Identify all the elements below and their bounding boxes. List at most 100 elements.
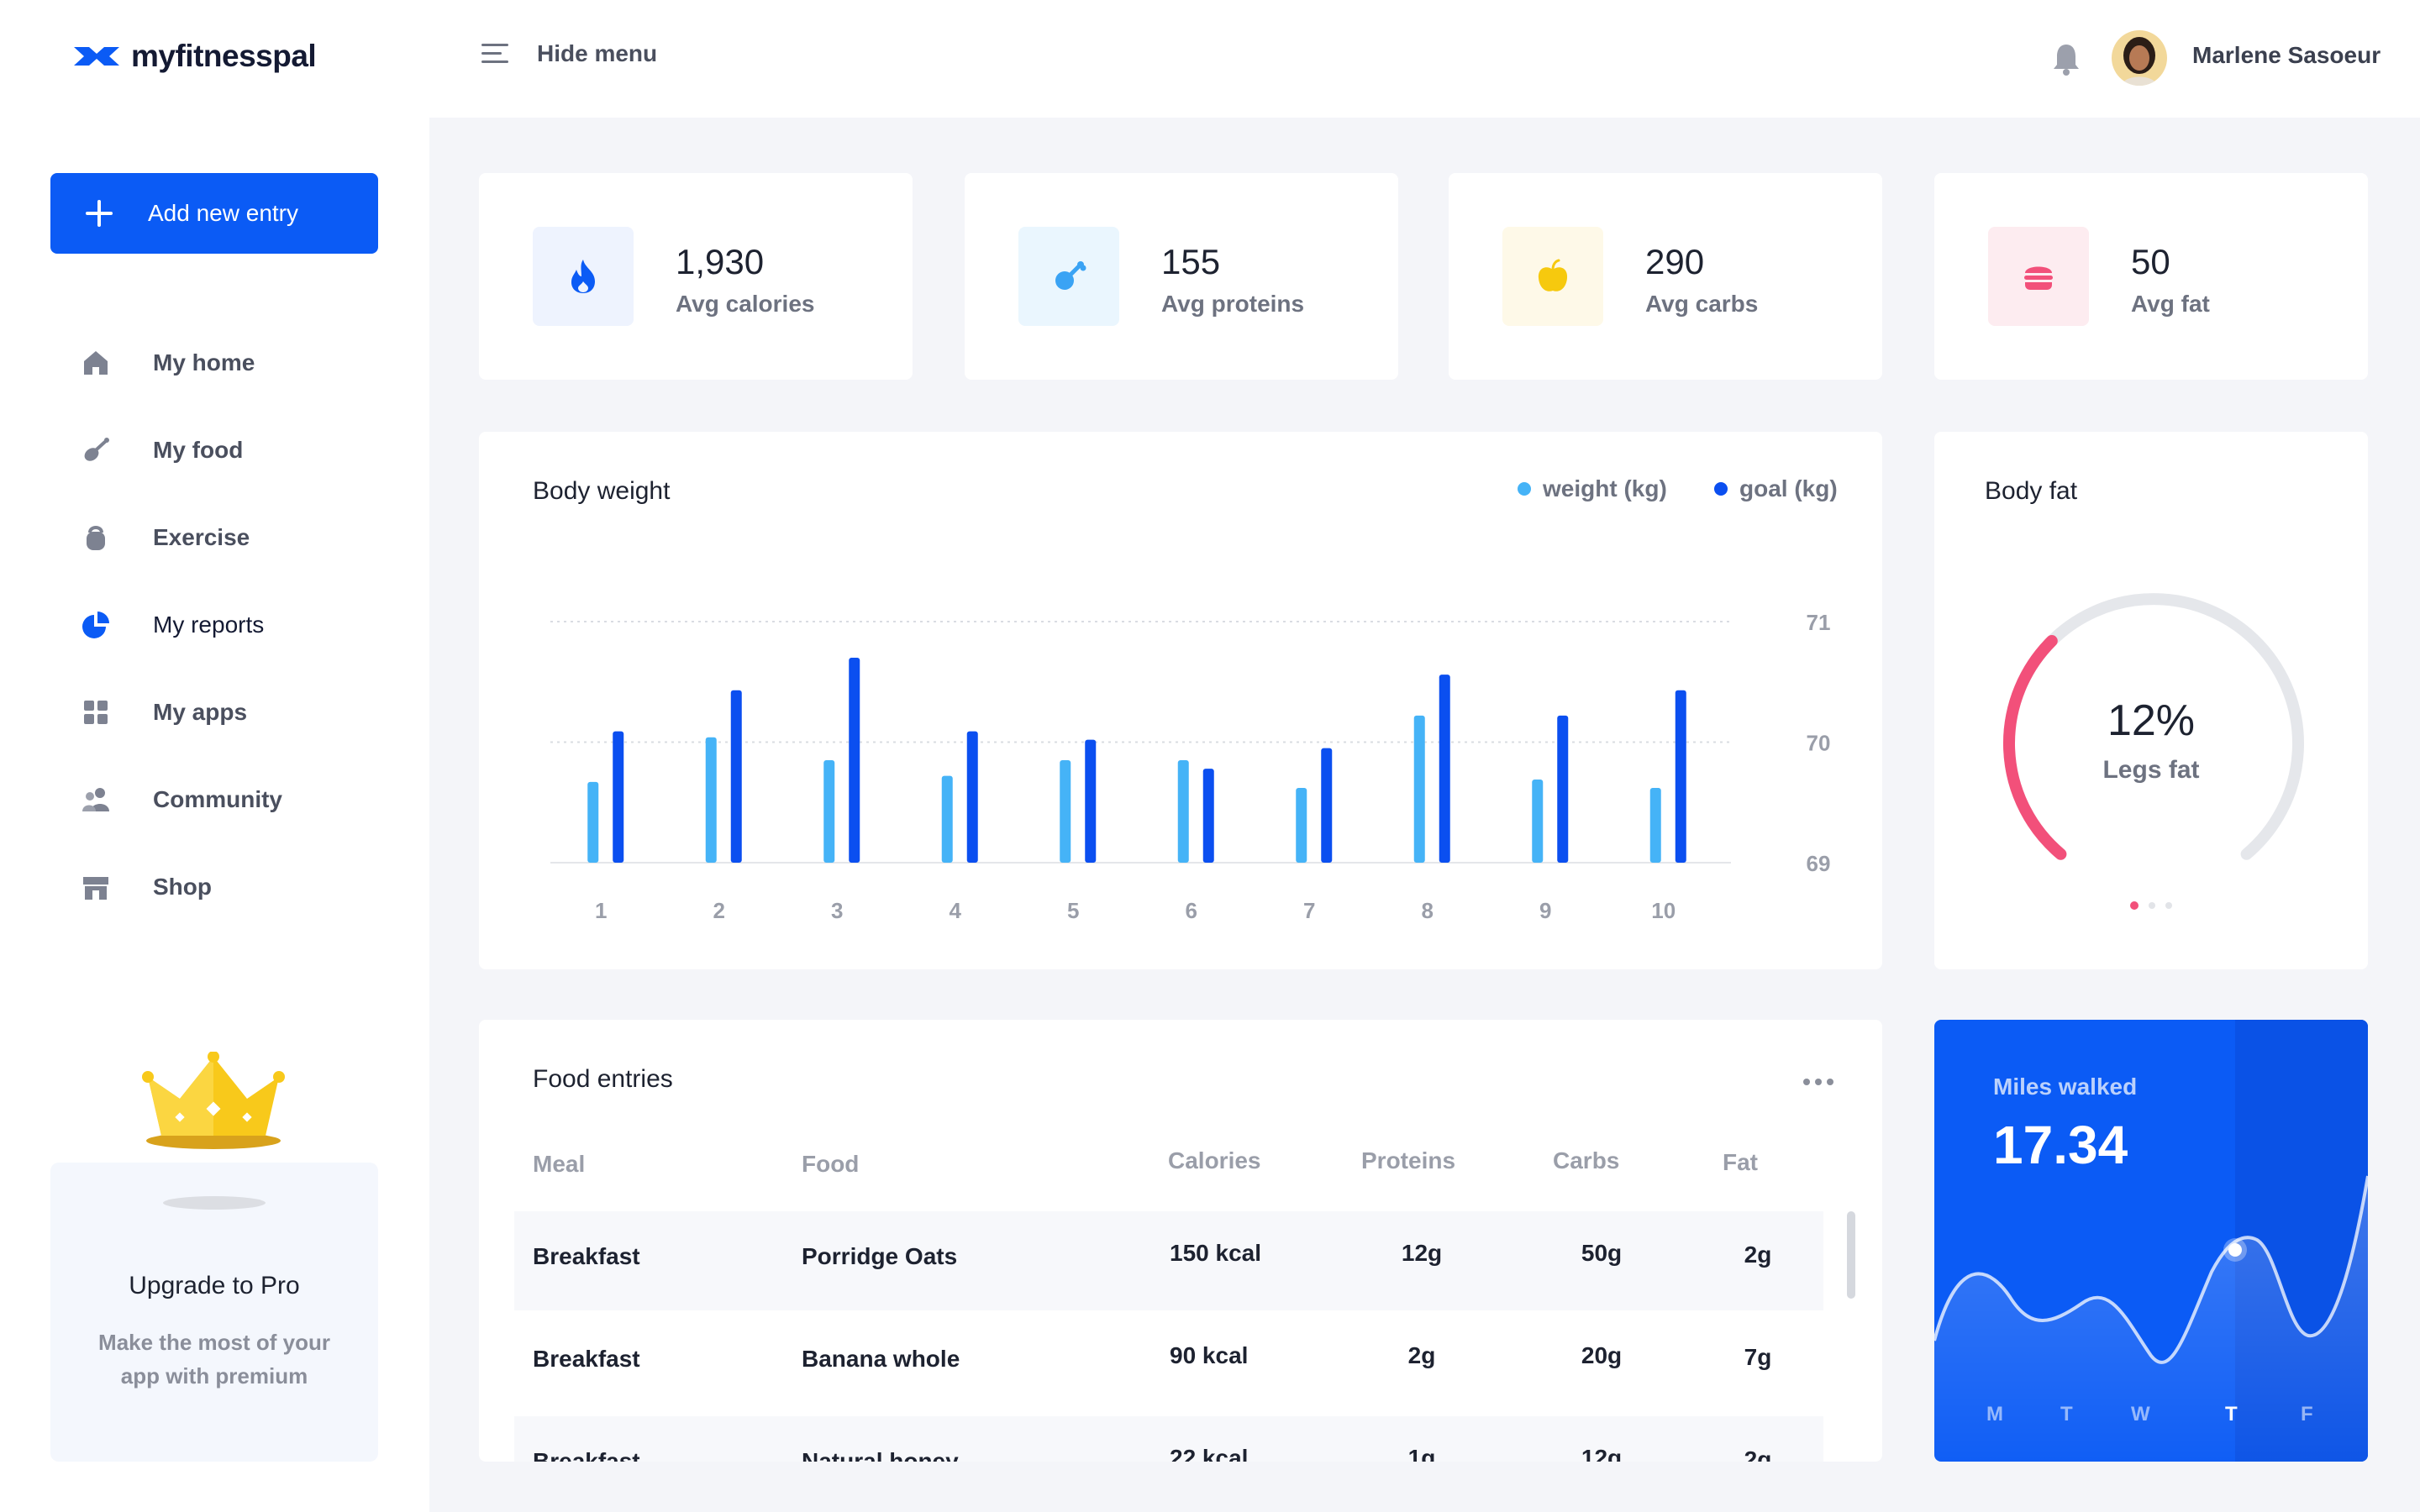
upgrade-title: Upgrade to Pro (129, 1272, 300, 1299)
stat-icon-box (1018, 227, 1119, 326)
bell-icon[interactable] (2051, 42, 2081, 76)
sidebar: myfitnesspal Add new entry My home My fo… (0, 0, 429, 1512)
stat-label: Avg fat (2131, 291, 2210, 317)
sidebar-item-exercise[interactable]: Exercise (79, 494, 398, 581)
legend-weight: weight (kg) (1518, 475, 1667, 502)
flame-icon (571, 260, 595, 293)
sidebar-item-my-home[interactable]: My home (79, 319, 398, 407)
sidebar-item-label: Exercise (153, 524, 250, 550)
column-header-food[interactable]: Food (802, 1151, 860, 1177)
table-row[interactable]: Breakfast Porridge Oats 150 kcal 12g 50g… (514, 1211, 1823, 1310)
more-options-icon[interactable] (1803, 1079, 1833, 1085)
miles-walked-value: 17.34 (1993, 1115, 2128, 1175)
day-label[interactable]: T (2060, 1403, 2073, 1425)
crown-shadow (163, 1196, 266, 1210)
cell-proteins: 2g (1407, 1342, 1436, 1368)
hide-menu-button[interactable]: Hide menu (481, 40, 657, 67)
stat-card-fat: 50 Avg fat (1934, 173, 2368, 380)
stat-value: 1,930 (676, 242, 765, 281)
cell-carbs: 20g (1581, 1342, 1623, 1368)
stat-icon-box (1502, 227, 1603, 326)
hide-menu-label: Hide menu (537, 40, 658, 66)
sidebar-item-label: My apps (153, 699, 248, 725)
stat-label: Avg calories (676, 291, 815, 317)
day-label[interactable]: M (1986, 1403, 2003, 1425)
legend-label-goal: goal (kg) (1739, 475, 1838, 501)
stat-label: Avg proteins (1161, 291, 1305, 317)
sidebar-item-label: My food (153, 437, 244, 463)
user-name[interactable]: Marlene Sasoeur (2192, 42, 2381, 68)
drumstick-icon (1055, 261, 1086, 290)
miles-walked-label: Miles walked (1993, 1074, 2138, 1100)
apple-icon (1538, 259, 1568, 291)
cell-fat: 7g (1744, 1344, 1772, 1370)
stat-label: Avg carbs (1645, 291, 1759, 317)
cell-food: Porridge Oats (802, 1243, 958, 1269)
stat-value: 50 (2131, 242, 2170, 281)
miles-walked-card: Miles walked 17.34 M T W T F (1934, 1020, 2368, 1462)
community-icon (82, 788, 109, 811)
cell-meal: Breakfast (533, 1243, 640, 1269)
cell-proteins: 1g (1407, 1445, 1436, 1462)
stat-card-carbs: 290 Avg carbs (1449, 173, 1882, 380)
avatar-image (2112, 30, 2167, 86)
sidebar-item-my-apps[interactable]: My apps (79, 669, 398, 756)
cell-food: Banana whole (802, 1346, 960, 1372)
column-header-calories[interactable]: Calories (1168, 1147, 1261, 1173)
sidebar-item-label: Shop (153, 874, 212, 900)
column-header-meal[interactable]: Meal (533, 1151, 586, 1177)
column-header-fat[interactable]: Fat (1723, 1149, 1758, 1175)
top-bar: Hide menu Marlene Sasoeur (429, 0, 2420, 118)
add-new-entry-button[interactable]: Add new entry (50, 173, 378, 254)
food-entries-title: Food entries (533, 1065, 673, 1093)
cell-proteins: 12g (1401, 1240, 1443, 1266)
column-header-proteins[interactable]: Proteins (1361, 1147, 1456, 1173)
app-name: myfitnesspal (131, 39, 317, 73)
avatar[interactable] (2112, 30, 2167, 86)
stat-icon-box (533, 227, 634, 326)
column-header-carbs[interactable]: Carbs (1553, 1147, 1620, 1173)
sidebar-item-my-food[interactable]: My food (79, 407, 398, 494)
cell-fat: 2g (1744, 1242, 1772, 1268)
app-logo[interactable]: myfitnesspal (72, 39, 317, 74)
sidebar-item-my-reports[interactable]: My reports (79, 581, 398, 669)
main-nav: My home My food Exercise My reports My a… (79, 319, 398, 931)
crown-icon (142, 1052, 285, 1149)
food-icon (84, 438, 109, 461)
sparkline-area (1934, 1176, 2368, 1462)
table-row[interactable]: Breakfast Natural honey 22 kcal 1g 12g 2… (514, 1416, 1823, 1462)
stat-value: 155 (1161, 242, 1221, 281)
cell-meal: Breakfast (533, 1346, 640, 1372)
legend-dot-weight (1518, 482, 1531, 496)
table-row[interactable]: Breakfast Banana whole 90 kcal 2g 20g 7g (514, 1314, 1823, 1413)
kettlebell-icon (87, 526, 105, 550)
upgrade-text: Make the most of your app with premium (98, 1330, 330, 1389)
cell-meal: Breakfast (533, 1448, 640, 1462)
upgrade-card[interactable]: Upgrade to Pro Make the most of your app… (50, 1163, 378, 1462)
body-fat-label: Legs fat (2102, 756, 2200, 784)
sidebar-item-label: My home (153, 349, 255, 375)
sidebar-item-label: My reports (153, 612, 265, 638)
add-new-entry-label: Add new entry (148, 200, 298, 226)
hamburger-icon (481, 44, 508, 64)
sidebar-item-community[interactable]: Community (79, 756, 398, 843)
legend-dot-goal (1714, 482, 1728, 496)
apps-grid-icon (84, 701, 108, 724)
body-fat-title: Body fat (1985, 477, 2078, 505)
sparkline-marker[interactable] (2228, 1243, 2242, 1257)
legend-goal: goal (kg) (1714, 475, 1838, 502)
stat-icon-box (1988, 227, 2089, 326)
logo-icon (74, 47, 119, 66)
burger-icon (2024, 266, 2053, 290)
day-label-active[interactable]: T (2225, 1403, 2238, 1425)
pie-chart-icon (82, 612, 109, 638)
miles-walked-sparkline (1934, 1175, 2368, 1462)
day-label[interactable]: F (2301, 1403, 2313, 1425)
table-scrollbar[interactable] (1847, 1211, 1855, 1299)
cell-calories: 150 kcal (1170, 1240, 1261, 1266)
cell-calories: 90 kcal (1170, 1342, 1249, 1368)
day-label[interactable]: W (2131, 1403, 2150, 1425)
sidebar-item-shop[interactable]: Shop (79, 843, 398, 931)
sparkline-line (1934, 1175, 2368, 1364)
sidebar-item-label: Community (153, 786, 282, 812)
